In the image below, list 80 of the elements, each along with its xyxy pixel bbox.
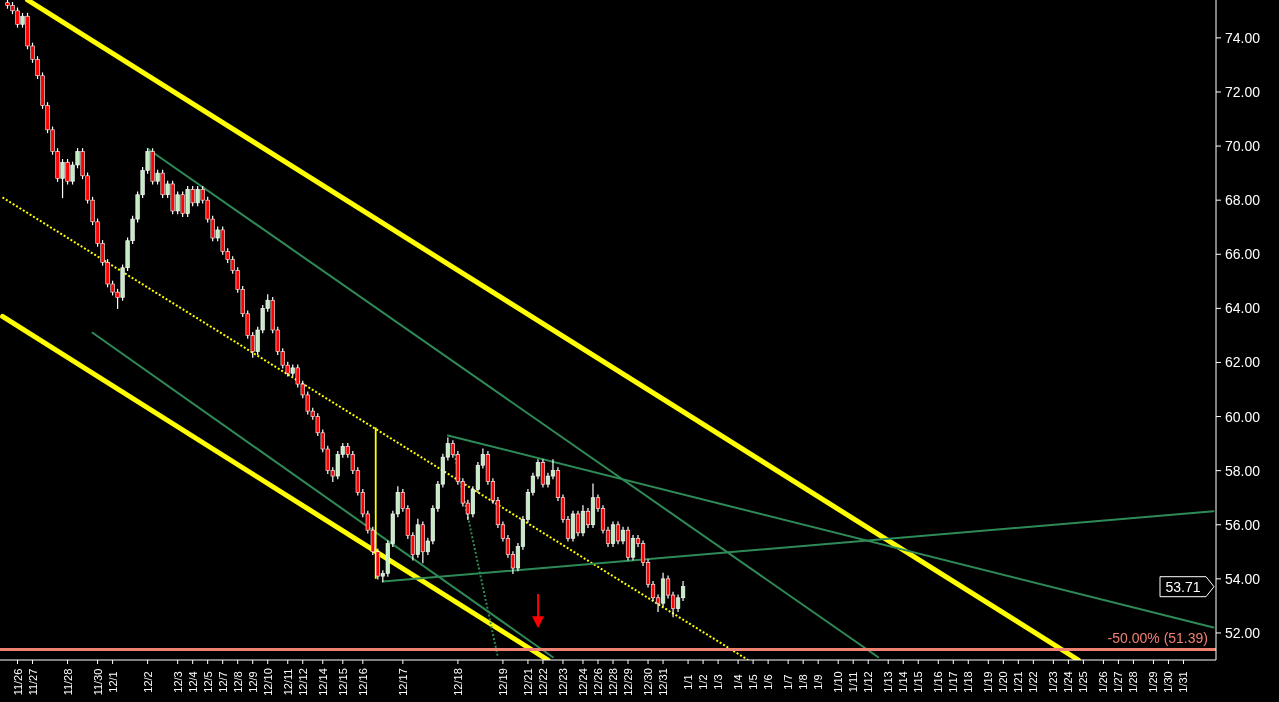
y-tick-label: 70.00 bbox=[1225, 138, 1261, 155]
x-tick-label: 12/3 bbox=[171, 671, 184, 693]
x-tick-label: 12/24 bbox=[576, 668, 589, 696]
ref-line-label: -50.00% (51.39) bbox=[1107, 630, 1208, 647]
x-tick-label: 1/20 bbox=[997, 671, 1010, 693]
x-tick-label: 12/7 bbox=[216, 671, 229, 693]
x-tick-label: 1/7 bbox=[782, 674, 795, 690]
x-tick-label: 1/14 bbox=[897, 671, 910, 693]
x-tick-label: 1/23 bbox=[1047, 671, 1060, 693]
candlestick bbox=[615, 521, 621, 545]
annotation: 53.71 bbox=[1165, 578, 1201, 595]
x-tick-label: 1/8 bbox=[797, 674, 810, 690]
x-tick-label: 1/11 bbox=[847, 671, 860, 693]
x-tick-label: 1/19 bbox=[982, 671, 995, 693]
y-tick-label: 66.00 bbox=[1225, 246, 1261, 263]
x-tick-label: 1/22 bbox=[1027, 671, 1040, 693]
y-tick-label: 60.00 bbox=[1225, 408, 1261, 425]
x-tick-label: 1/17 bbox=[947, 671, 960, 693]
x-tick-label: 1/30 bbox=[1162, 671, 1175, 693]
y-tick-label: 56.00 bbox=[1225, 516, 1261, 533]
y-tick-label: 54.00 bbox=[1225, 570, 1261, 587]
x-tick-label: 1/28 bbox=[1127, 671, 1140, 693]
x-tick-label: 12/5 bbox=[201, 671, 214, 693]
x-tick-label: 1/13 bbox=[882, 671, 895, 693]
x-tick-label: 1/24 bbox=[1062, 671, 1075, 693]
x-tick-label: 1/21 bbox=[1012, 671, 1025, 693]
x-tick-label: 12/28 bbox=[607, 668, 619, 696]
x-tick-label: 12/30 bbox=[642, 668, 655, 696]
y-tick-label: 62.00 bbox=[1225, 354, 1261, 371]
candlestick bbox=[580, 505, 586, 537]
x-tick-label: 12/15 bbox=[336, 668, 349, 696]
x-tick-label: 12/1 bbox=[106, 671, 119, 693]
x-tick-label: 12/17 bbox=[396, 668, 409, 696]
x-tick-label: 1/26 bbox=[1097, 671, 1110, 693]
candlestick bbox=[630, 534, 636, 561]
x-tick-label: 11/26 bbox=[11, 668, 24, 696]
x-tick-label: 1/4 bbox=[732, 674, 745, 690]
x-tick-label: 1/12 bbox=[862, 671, 875, 693]
x-tick-label: 12/2 bbox=[141, 671, 154, 693]
y-tick-label: 72.00 bbox=[1225, 83, 1261, 100]
y-tick-label: 52.00 bbox=[1225, 624, 1261, 641]
x-tick-label: 1/3 bbox=[712, 674, 725, 690]
x-tick-label: 12/8 bbox=[231, 671, 244, 693]
x-tick-label: 12/21 bbox=[521, 668, 534, 696]
x-tick-label: 12/9 bbox=[246, 671, 259, 693]
candlestick bbox=[575, 510, 581, 537]
x-tick-label: 1/16 bbox=[932, 671, 945, 693]
x-tick-label: 1/29 bbox=[1147, 671, 1160, 693]
y-tick-label: 68.00 bbox=[1225, 192, 1261, 209]
x-tick-label: 12/10 bbox=[261, 668, 274, 696]
x-tick-label: 12/4 bbox=[186, 671, 199, 693]
x-tick-label: 12/29 bbox=[622, 668, 635, 696]
x-tick-label: 12/23 bbox=[556, 668, 569, 696]
y-tick-label: 64.00 bbox=[1225, 300, 1261, 317]
x-tick-label: 1/6 bbox=[762, 674, 775, 690]
x-tick-label: 12/31 bbox=[657, 668, 670, 696]
x-tick-label: 1/15 bbox=[912, 671, 925, 693]
x-tick-label: 1/10 bbox=[832, 671, 845, 693]
x-tick-label: 12/16 bbox=[356, 668, 369, 696]
x-tick-label: 1/18 bbox=[962, 671, 975, 693]
x-tick-label: 1/27 bbox=[1112, 671, 1125, 693]
x-tick-label: 12/14 bbox=[316, 668, 329, 696]
x-tick-label: 12/26 bbox=[591, 668, 604, 696]
x-tick-label: 1/2 bbox=[697, 674, 710, 690]
x-tick-label: 12/11 bbox=[281, 668, 294, 696]
candlestick bbox=[610, 521, 616, 547]
x-tick-label: 12/18 bbox=[451, 668, 464, 696]
x-tick-label: 11/28 bbox=[61, 668, 74, 696]
x-tick-label: 1/1 bbox=[682, 674, 695, 690]
x-tick-label: 12/19 bbox=[496, 668, 509, 696]
x-tick-label: 12/22 bbox=[536, 668, 549, 696]
x-tick-label: 1/9 bbox=[812, 674, 825, 690]
x-tick-label: 12/12 bbox=[296, 668, 309, 696]
y-tick-label: 58.00 bbox=[1225, 462, 1261, 479]
x-tick-label: 1/25 bbox=[1077, 671, 1090, 693]
x-tick-label: 1/31 bbox=[1177, 671, 1190, 693]
y-tick-label: 74.00 bbox=[1225, 29, 1261, 46]
x-tick-label: 11/30 bbox=[91, 668, 104, 696]
x-tick-label: 1/5 bbox=[747, 674, 760, 690]
x-tick-label: 11/27 bbox=[26, 668, 39, 696]
